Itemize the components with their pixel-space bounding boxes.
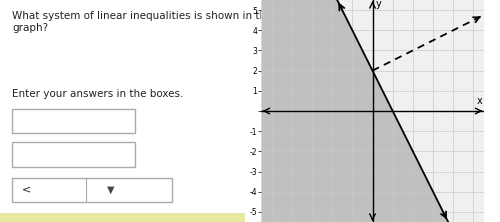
Text: ▼: ▼ xyxy=(106,184,114,194)
Bar xyxy=(12,178,172,202)
Text: Enter your answers in the boxes.: Enter your answers in the boxes. xyxy=(12,89,184,99)
Text: <: < xyxy=(22,184,32,194)
Text: y: y xyxy=(376,0,382,9)
Bar xyxy=(0,213,245,222)
Bar xyxy=(12,142,135,166)
Text: What system of linear inequalities is shown in the
graph?: What system of linear inequalities is sh… xyxy=(12,11,273,33)
Text: x: x xyxy=(476,96,482,106)
Bar xyxy=(12,109,135,133)
Polygon shape xyxy=(262,0,448,222)
